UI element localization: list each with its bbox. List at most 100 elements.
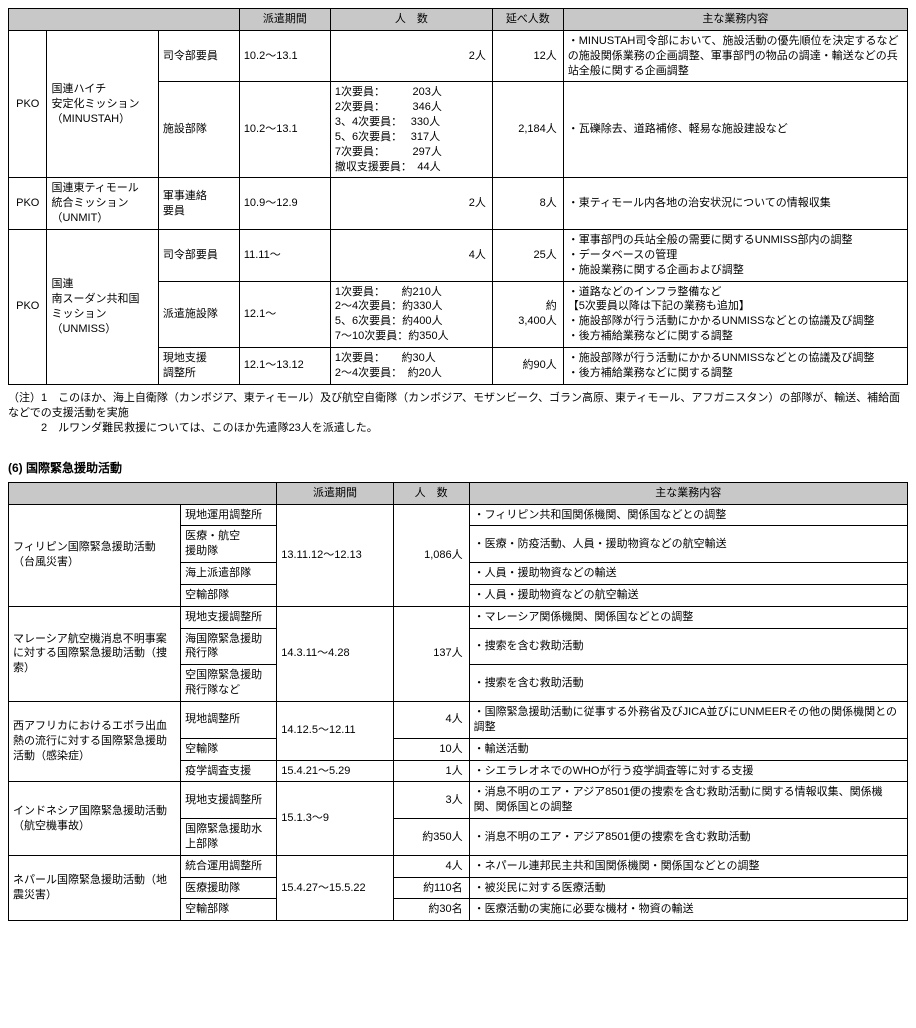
count-cell: 約30名 — [393, 899, 469, 921]
header-blank — [9, 9, 240, 31]
count-cell: 10人 — [393, 738, 469, 760]
unit-cell: 海国際緊急援助 飛行隊 — [181, 628, 277, 665]
count-cell: 1次要員： 約30人 2～4次要員： 約20人 — [330, 347, 492, 384]
total-cell: 8人 — [492, 178, 563, 230]
mission-cell: インドネシア国際緊急援助活動（航空機事故） — [9, 782, 181, 855]
desc-cell: ・東ティモール内各地の治安状況についての情報収集 — [563, 178, 907, 230]
desc-cell: ・医療・防疫活動、人員・援助物資などの航空輸送 — [469, 526, 907, 563]
period-cell: 15.4.27～15.5.22 — [277, 855, 393, 921]
period-cell: 10.2～13.1 — [239, 30, 330, 82]
section-6-title: (6) 国際緊急援助活動 — [8, 459, 908, 476]
unit-cell: 医療援助隊 — [181, 877, 277, 899]
period-cell: 11.11～ — [239, 229, 330, 281]
period-cell: 10.2～13.1 — [239, 82, 330, 178]
period-cell: 12.1～ — [239, 281, 330, 347]
desc-cell: ・マレーシア関係機関、関係国などとの調整 — [469, 606, 907, 628]
unit-cell: 空輸部隊 — [181, 584, 277, 606]
unit-cell: 空輸部隊 — [181, 899, 277, 921]
count-cell: 4人 — [393, 702, 469, 739]
period-cell: 13.11.12～12.13 — [277, 504, 393, 606]
header-desc: 主な業務内容 — [469, 482, 907, 504]
total-cell: 25人 — [492, 229, 563, 281]
total-cell: 約 3,400人 — [492, 281, 563, 347]
period-cell: 10.9～12.9 — [239, 178, 330, 230]
table-row: 西アフリカにおけるエボラ出血熱の流行に対する国際緊急援助活動（感染症）現地調整所… — [9, 702, 908, 739]
period-cell: 15.4.21～5.29 — [277, 760, 393, 782]
category-cell: PKO — [9, 178, 47, 230]
desc-cell: ・瓦礫除去、道路補修、軽易な施設建設など — [563, 82, 907, 178]
note-line: 2 ルワンダ難民救援については、このほか先遣隊23人を派遣した。 — [8, 421, 908, 436]
unit-cell: 軍事連絡 要員 — [158, 178, 239, 230]
mission-cell: 国連東ティモール 統合ミッション （UNMIT） — [47, 178, 158, 230]
table-row: ネパール国際緊急援助活動（地震災害）統合運用調整所15.4.27～15.5.22… — [9, 855, 908, 877]
header-period: 派遣期間 — [239, 9, 330, 31]
unit-cell: 派遣施設隊 — [158, 281, 239, 347]
unit-cell: 司令部要員 — [158, 229, 239, 281]
desc-cell: ・捜索を含む救助活動 — [469, 665, 907, 702]
mission-cell: 国連ハイチ 安定化ミッション （MINUSTAH） — [47, 30, 158, 178]
desc-cell: ・道路などのインフラ整備など 【5次要員以降は下記の業務も追加】 ・施設部隊が行… — [563, 281, 907, 347]
unit-cell: 空輸隊 — [181, 738, 277, 760]
unit-cell: 国際緊急援助水 上部隊 — [181, 819, 277, 856]
desc-cell: ・輸送活動 — [469, 738, 907, 760]
table-row: PKO国連ハイチ 安定化ミッション （MINUSTAH）司令部要員10.2～13… — [9, 30, 908, 82]
unit-cell: 司令部要員 — [158, 30, 239, 82]
count-cell: 2人 — [330, 178, 492, 230]
desc-cell: ・被災民に対する医療活動 — [469, 877, 907, 899]
unit-cell: 空国際緊急援助 飛行隊など — [181, 665, 277, 702]
count-cell: 1人 — [393, 760, 469, 782]
count-cell: 約110名 — [393, 877, 469, 899]
table-row: PKO国連 南スーダン共和国 ミッション （UNMISS）司令部要員11.11～… — [9, 229, 908, 281]
count-cell: 1次要員： 約210人 2～4次要員：約330人 5、6次要員：約400人 7～… — [330, 281, 492, 347]
pko-table: 派遣期間 人 数 延べ人数 主な業務内容 PKO国連ハイチ 安定化ミッション （… — [8, 8, 908, 385]
count-cell: 137人 — [393, 606, 469, 701]
desc-cell: ・フィリピン共和国関係機関、関係国などとの調整 — [469, 504, 907, 526]
count-cell: 1次要員： 203人 2次要員： 346人 3、4次要員： 330人 5、6次要… — [330, 82, 492, 178]
period-cell: 15.1.3～9 — [277, 782, 393, 855]
mission-cell: マレーシア航空機消息不明事案に対する国際緊急援助活動（捜索） — [9, 606, 181, 701]
mission-cell: 西アフリカにおけるエボラ出血熱の流行に対する国際緊急援助活動（感染症） — [9, 702, 181, 782]
count-cell: 2人 — [330, 30, 492, 82]
header-desc: 主な業務内容 — [563, 9, 907, 31]
table-row: PKO国連東ティモール 統合ミッション （UNMIT）軍事連絡 要員10.9～1… — [9, 178, 908, 230]
count-cell: 4人 — [330, 229, 492, 281]
unit-cell: 現地支援調整所 — [181, 606, 277, 628]
header-count: 人 数 — [393, 482, 469, 504]
desc-cell: ・軍事部門の兵站全般の需要に関するUNMISS部内の調整 ・データベースの管理 … — [563, 229, 907, 281]
desc-cell: ・ネパール連邦民主共和国関係機関・関係国などとの調整 — [469, 855, 907, 877]
table1-notes: （注）1 このほか、海上自衛隊（カンボジア、東ティモール）及び航空自衛隊（カンボ… — [8, 391, 908, 437]
period-cell: 12.1～13.12 — [239, 347, 330, 384]
header-period: 派遣期間 — [277, 482, 393, 504]
desc-cell: ・消息不明のエア・アジア8501便の捜索を含む救助活動に関する情報収集、関係機関… — [469, 782, 907, 819]
desc-cell: ・施設部隊が行う活動にかかるUNMISSなどとの協議及び調整 ・後方補給業務など… — [563, 347, 907, 384]
total-cell: 約90人 — [492, 347, 563, 384]
table-header-row: 派遣期間 人 数 主な業務内容 — [9, 482, 908, 504]
period-cell: 14.3.11～4.28 — [277, 606, 393, 701]
unit-cell: 統合運用調整所 — [181, 855, 277, 877]
count-cell: 1,086人 — [393, 504, 469, 606]
header-total: 延べ人数 — [492, 9, 563, 31]
table-row: マレーシア航空機消息不明事案に対する国際緊急援助活動（捜索）現地支援調整所14.… — [9, 606, 908, 628]
category-cell: PKO — [9, 229, 47, 384]
mission-cell: 国連 南スーダン共和国 ミッション （UNMISS） — [47, 229, 158, 384]
unit-cell: 現地支援調整所 — [181, 782, 277, 819]
unit-cell: 疫学調査支援 — [181, 760, 277, 782]
unit-cell: 現地運用調整所 — [181, 504, 277, 526]
table-row: インドネシア国際緊急援助活動（航空機事故）現地支援調整所15.1.3～93人・消… — [9, 782, 908, 819]
desc-cell: ・MINUSTAH司令部において、施設活動の優先順位を決定するなどの施設関係業務… — [563, 30, 907, 82]
desc-cell: ・人員・援助物資などの輸送 — [469, 563, 907, 585]
table-header-row: 派遣期間 人 数 延べ人数 主な業務内容 — [9, 9, 908, 31]
total-cell: 12人 — [492, 30, 563, 82]
unit-cell: 施設部隊 — [158, 82, 239, 178]
desc-cell: ・捜索を含む救助活動 — [469, 628, 907, 665]
count-cell: 3人 — [393, 782, 469, 819]
intl-relief-table: 派遣期間 人 数 主な業務内容 フィリピン国際緊急援助活動（台風災害）現地運用調… — [8, 482, 908, 922]
desc-cell: ・人員・援助物資などの航空輸送 — [469, 584, 907, 606]
unit-cell: 現地調整所 — [181, 702, 277, 739]
count-cell: 4人 — [393, 855, 469, 877]
note-line: （注）1 このほか、海上自衛隊（カンボジア、東ティモール）及び航空自衛隊（カンボ… — [8, 391, 908, 422]
desc-cell: ・医療活動の実施に必要な機材・物資の輸送 — [469, 899, 907, 921]
desc-cell: ・国際緊急援助活動に従事する外務省及びJICA並びにUNMEERその他の関係機関… — [469, 702, 907, 739]
desc-cell: ・消息不明のエア・アジア8501便の捜索を含む救助活動 — [469, 819, 907, 856]
mission-cell: フィリピン国際緊急援助活動（台風災害） — [9, 504, 181, 606]
